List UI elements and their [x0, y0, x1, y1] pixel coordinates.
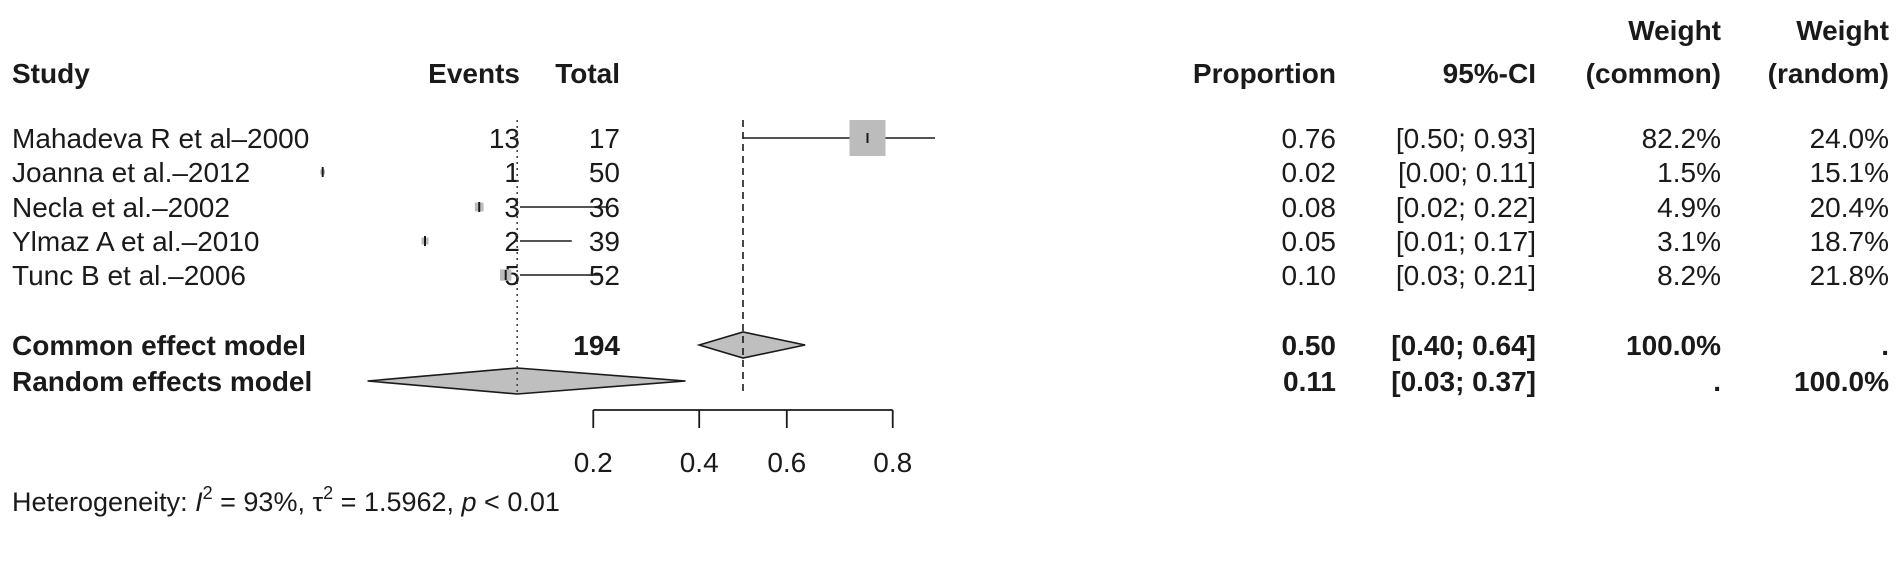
header-weight-common-line2: (common) [1586, 58, 1721, 89]
model-ci: [0.40; 0.64] [1391, 330, 1536, 361]
p-symbol: p [461, 487, 477, 517]
study-weight-common: 1.5% [1657, 157, 1721, 188]
study-weight-random: 21.8% [1810, 260, 1889, 291]
model-proportion: 0.50 [1282, 330, 1337, 361]
study-name: Joanna et al.–2012 [12, 157, 250, 188]
heterogeneity-text: Heterogeneity: I2 = 93%, τ2 = 1.5962, p … [12, 483, 560, 517]
study-row: Mahadeva R et al–2000 13 17 0.76 [0.50; 0.93… [12, 120, 1889, 156]
x-axis: 0.2 0.4 0.6 0.8 [574, 409, 912, 478]
header-total: Total [555, 58, 620, 89]
model-ci: [0.03; 0.37] [1391, 366, 1536, 397]
study-weight-common: 4.9% [1657, 192, 1721, 223]
header-row: Study Events Total Proportion 95%-CI Wei… [12, 15, 1889, 89]
tau2-value: = 1.5962, [333, 487, 461, 517]
study-proportion: 0.76 [1282, 123, 1337, 154]
model-rows: Common effect model 194 0.50 [0.40; 0.64] 10… [12, 330, 1889, 397]
heterogeneity-label: Heterogeneity: [12, 487, 195, 517]
study-name: Ylmaz A et al.–2010 [12, 226, 260, 257]
header-weight-random-line2: (random) [1768, 58, 1889, 89]
study-row: Necla et al.–2002 3 36 0.08 [0.02; 0.22] 4.9%… [12, 192, 1889, 223]
x-axis-tick-label: 0.2 [574, 447, 613, 478]
study-proportion: 0.02 [1282, 157, 1337, 188]
plot-area: 0.2 0.4 0.6 0.8 [516, 120, 912, 478]
study-total: 39 [589, 226, 620, 257]
study-row: Tunc B et al.–2006 5 52 0.10 [0.03; 0.21] 8.2… [12, 260, 1889, 291]
x-axis-tick-label: 0.4 [680, 447, 719, 478]
study-weight-random: 18.7% [1810, 226, 1889, 257]
study-name: Mahadeva R et al–2000 [12, 123, 309, 154]
study-total: 17 [589, 123, 620, 154]
header-ci: 95%-CI [1443, 58, 1536, 89]
study-events: 3 [504, 192, 520, 223]
model-name: Common effect model [12, 330, 306, 361]
study-weight-random: 24.0% [1810, 123, 1889, 154]
study-ci: [0.00; 0.11] [1398, 157, 1536, 188]
model-weight-random: 100.0% [1794, 366, 1889, 397]
study-rows: Mahadeva R et al–2000 13 17 0.76 [0.50; 0.93… [12, 120, 1889, 291]
tau2-symbol: τ [312, 487, 323, 517]
study-events: 13 [489, 123, 520, 154]
i2-symbol: I [195, 487, 203, 517]
model-weight-common: 100.0% [1626, 330, 1721, 361]
p-value: < 0.01 [477, 487, 560, 517]
study-events: 5 [504, 260, 520, 291]
study-weight-common: 82.2% [1642, 123, 1721, 154]
study-weight-common: 8.2% [1657, 260, 1721, 291]
model-name: Random effects model [12, 366, 312, 397]
study-events: 1 [504, 157, 520, 188]
study-total: 50 [589, 157, 620, 188]
model-total: 194 [573, 330, 620, 361]
header-events: Events [428, 58, 520, 89]
study-ci: [0.01; 0.17] [1396, 226, 1536, 257]
model-weight-random: . [1881, 330, 1889, 361]
i2-superscript: 2 [203, 483, 213, 503]
study-weight-random: 20.4% [1810, 192, 1889, 223]
model-weight-common: . [1713, 366, 1721, 397]
study-name: Tunc B et al.–2006 [12, 260, 246, 291]
study-proportion: 0.08 [1282, 192, 1337, 223]
x-axis-tick-label: 0.6 [767, 447, 806, 478]
study-ci: [0.50; 0.93] [1396, 123, 1536, 154]
study-row: Joanna et al.–2012 1 50 0.02 [0.00; 0.11] 1.5… [12, 157, 1889, 188]
study-proportion: 0.05 [1282, 226, 1337, 257]
header-proportion: Proportion [1193, 58, 1336, 89]
header-weight-common-line1: Weight [1628, 15, 1721, 46]
study-weight-common: 3.1% [1657, 226, 1721, 257]
tau2-superscript: 2 [323, 483, 333, 503]
model-diamond [367, 367, 686, 395]
study-name: Necla et al.–2002 [12, 192, 230, 223]
i2-value: = 93%, [213, 487, 313, 517]
header-study: Study [12, 58, 90, 89]
model-row: Random effects model 0.11 [0.03; 0.37]. 100… [12, 366, 1889, 397]
model-row: Common effect model 194 0.50 [0.40; 0.64] 10… [12, 330, 1889, 361]
study-ci: [0.02; 0.22] [1396, 192, 1536, 223]
study-ci: [0.03; 0.21] [1396, 260, 1536, 291]
model-proportion: 0.11 [1283, 366, 1336, 397]
model-diamond [696, 331, 806, 359]
study-events: 2 [504, 226, 520, 257]
study-proportion: 0.10 [1282, 260, 1337, 291]
header-weight-random-line1: Weight [1796, 15, 1889, 46]
x-axis-tick-label: 0.8 [873, 447, 912, 478]
study-row: Ylmaz A et al.–2010 2 39 0.05 [0.01; 0.17] 3.… [12, 226, 1889, 257]
study-weight-random: 15.1% [1810, 157, 1889, 188]
